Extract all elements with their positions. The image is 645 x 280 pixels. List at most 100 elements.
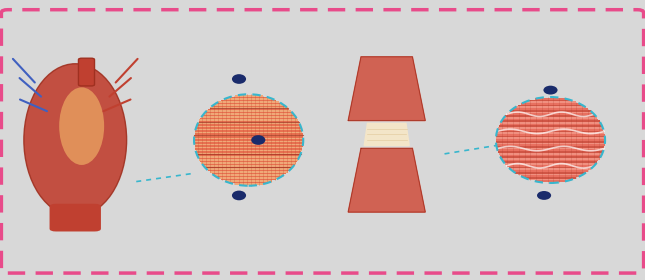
- FancyBboxPatch shape: [501, 158, 599, 160]
- FancyBboxPatch shape: [521, 103, 580, 105]
- FancyBboxPatch shape: [535, 180, 566, 182]
- FancyBboxPatch shape: [195, 147, 303, 148]
- FancyBboxPatch shape: [201, 161, 297, 162]
- FancyBboxPatch shape: [501, 122, 600, 124]
- FancyBboxPatch shape: [500, 124, 601, 125]
- Polygon shape: [348, 148, 425, 212]
- FancyBboxPatch shape: [508, 112, 593, 113]
- FancyBboxPatch shape: [79, 58, 95, 86]
- FancyBboxPatch shape: [235, 95, 263, 97]
- FancyBboxPatch shape: [496, 137, 605, 139]
- FancyBboxPatch shape: [235, 183, 263, 185]
- FancyBboxPatch shape: [501, 156, 600, 158]
- Ellipse shape: [251, 135, 265, 145]
- FancyBboxPatch shape: [497, 130, 604, 132]
- FancyBboxPatch shape: [204, 165, 293, 167]
- FancyBboxPatch shape: [496, 134, 604, 136]
- FancyBboxPatch shape: [515, 106, 586, 108]
- FancyBboxPatch shape: [195, 129, 302, 130]
- FancyBboxPatch shape: [205, 112, 292, 113]
- FancyBboxPatch shape: [504, 162, 597, 163]
- FancyBboxPatch shape: [225, 180, 272, 182]
- FancyBboxPatch shape: [497, 148, 604, 150]
- FancyBboxPatch shape: [195, 130, 302, 132]
- FancyBboxPatch shape: [195, 132, 303, 133]
- FancyBboxPatch shape: [204, 113, 293, 115]
- Ellipse shape: [59, 87, 104, 165]
- FancyBboxPatch shape: [529, 179, 572, 180]
- FancyBboxPatch shape: [203, 164, 295, 165]
- FancyBboxPatch shape: [198, 156, 299, 158]
- FancyBboxPatch shape: [194, 144, 303, 145]
- Ellipse shape: [232, 191, 246, 200]
- FancyBboxPatch shape: [513, 170, 588, 172]
- Polygon shape: [364, 123, 409, 146]
- FancyBboxPatch shape: [194, 138, 303, 139]
- FancyBboxPatch shape: [195, 145, 303, 147]
- FancyBboxPatch shape: [213, 174, 284, 176]
- FancyBboxPatch shape: [194, 142, 303, 144]
- FancyBboxPatch shape: [497, 150, 604, 151]
- FancyBboxPatch shape: [194, 136, 303, 138]
- FancyBboxPatch shape: [206, 168, 291, 170]
- FancyBboxPatch shape: [521, 175, 580, 177]
- FancyBboxPatch shape: [221, 100, 276, 101]
- FancyBboxPatch shape: [197, 153, 301, 155]
- FancyBboxPatch shape: [212, 106, 286, 107]
- FancyBboxPatch shape: [497, 146, 604, 148]
- FancyBboxPatch shape: [216, 176, 281, 177]
- FancyBboxPatch shape: [502, 160, 599, 162]
- Polygon shape: [348, 57, 425, 121]
- FancyBboxPatch shape: [199, 158, 299, 159]
- FancyBboxPatch shape: [195, 133, 303, 135]
- FancyBboxPatch shape: [498, 127, 603, 129]
- FancyBboxPatch shape: [505, 115, 596, 117]
- FancyBboxPatch shape: [196, 151, 301, 153]
- FancyBboxPatch shape: [507, 165, 594, 167]
- FancyBboxPatch shape: [496, 141, 605, 143]
- FancyBboxPatch shape: [535, 98, 566, 100]
- FancyBboxPatch shape: [496, 143, 605, 144]
- FancyBboxPatch shape: [195, 150, 302, 151]
- FancyBboxPatch shape: [518, 174, 583, 175]
- FancyBboxPatch shape: [201, 162, 296, 164]
- FancyBboxPatch shape: [197, 155, 300, 156]
- FancyBboxPatch shape: [510, 168, 591, 170]
- FancyBboxPatch shape: [212, 173, 286, 174]
- FancyBboxPatch shape: [496, 139, 605, 141]
- FancyBboxPatch shape: [199, 121, 299, 122]
- FancyBboxPatch shape: [208, 109, 290, 110]
- FancyBboxPatch shape: [524, 177, 577, 179]
- FancyBboxPatch shape: [194, 139, 303, 141]
- FancyBboxPatch shape: [210, 107, 288, 109]
- FancyBboxPatch shape: [497, 129, 604, 130]
- FancyBboxPatch shape: [50, 204, 101, 232]
- FancyBboxPatch shape: [515, 172, 586, 174]
- FancyBboxPatch shape: [500, 155, 601, 156]
- FancyBboxPatch shape: [201, 116, 296, 118]
- FancyBboxPatch shape: [513, 108, 588, 110]
- FancyBboxPatch shape: [219, 177, 279, 179]
- FancyBboxPatch shape: [507, 113, 594, 115]
- FancyBboxPatch shape: [518, 105, 583, 106]
- FancyBboxPatch shape: [499, 153, 602, 155]
- FancyBboxPatch shape: [198, 122, 299, 124]
- FancyBboxPatch shape: [504, 117, 597, 118]
- FancyBboxPatch shape: [210, 171, 288, 173]
- FancyBboxPatch shape: [508, 167, 593, 168]
- FancyBboxPatch shape: [197, 125, 301, 127]
- FancyBboxPatch shape: [206, 110, 291, 112]
- FancyBboxPatch shape: [213, 104, 284, 106]
- FancyBboxPatch shape: [499, 125, 602, 127]
- FancyBboxPatch shape: [197, 124, 300, 125]
- Ellipse shape: [537, 191, 551, 200]
- FancyBboxPatch shape: [501, 120, 599, 122]
- FancyBboxPatch shape: [195, 148, 302, 150]
- FancyBboxPatch shape: [529, 100, 572, 101]
- FancyBboxPatch shape: [510, 110, 591, 112]
- FancyBboxPatch shape: [524, 101, 577, 103]
- FancyBboxPatch shape: [497, 132, 604, 134]
- FancyBboxPatch shape: [216, 103, 281, 104]
- FancyBboxPatch shape: [502, 118, 599, 120]
- FancyBboxPatch shape: [205, 167, 292, 168]
